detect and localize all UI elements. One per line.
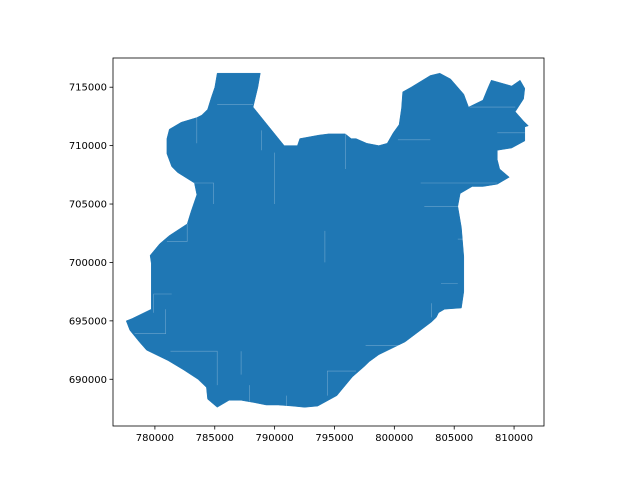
x-tick-label: 780000 — [136, 433, 174, 444]
axes-frame — [112, 57, 545, 427]
tile-seam-line — [170, 350, 218, 386]
x-axis: 780000 785000 790000 795000 800000 805000 8100… — [136, 426, 533, 444]
y-tick-label: 695000 — [69, 316, 107, 327]
tile-seam-line — [166, 223, 188, 242]
y-tick-label: 700000 — [69, 258, 107, 269]
tile-seam-line — [326, 370, 356, 396]
region-polygon — [125, 72, 529, 408]
map-shape-layer — [125, 72, 529, 408]
x-tick-label: 785000 — [196, 433, 234, 444]
y-tick-label: 705000 — [69, 200, 107, 211]
x-tick-label: 790000 — [256, 433, 294, 444]
y-tick-label: 715000 — [69, 83, 107, 94]
y-tick-label: 690000 — [69, 375, 107, 386]
x-tick-label: 800000 — [375, 433, 413, 444]
y-tick-label: 710000 — [69, 141, 107, 152]
tile-seam-line — [168, 182, 214, 204]
x-tick-label: 810000 — [495, 433, 533, 444]
tile-seam-line — [134, 309, 166, 335]
y-axis: 690000 695000 700000 705000 710000 715000 — [69, 83, 113, 386]
x-tick-label: 805000 — [435, 433, 473, 444]
tile-seam-line — [153, 293, 172, 313]
x-tick-label: 795000 — [315, 433, 353, 444]
